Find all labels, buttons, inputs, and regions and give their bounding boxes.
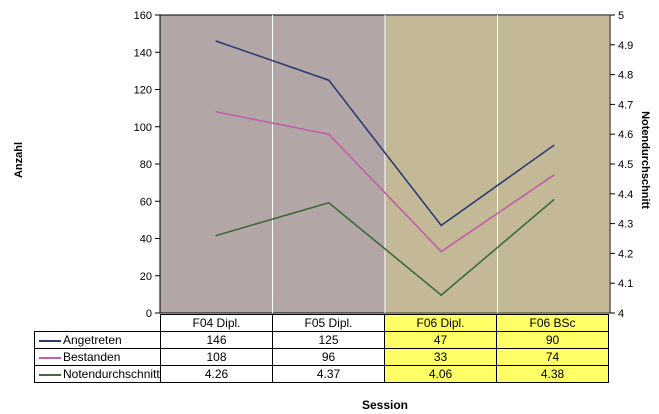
data-point	[327, 79, 330, 81]
data-label: 96	[272, 348, 385, 366]
y-axis-left: 0 20 40 60 80 100 120 140 160	[134, 10, 160, 320]
data-label: 4.06	[384, 365, 497, 383]
table-row: Notendurchschnitt 4.26 4.37 4.06 4.38	[34, 365, 609, 383]
y2-tick-label: 4.1	[618, 278, 633, 290]
legend-entry: Bestanden	[34, 348, 161, 366]
x-axis-title: Session	[361, 398, 409, 412]
legend-key	[39, 339, 61, 342]
data-label: 4.26	[160, 365, 273, 383]
y-tick-label: 80	[140, 159, 152, 171]
data-point	[215, 111, 218, 113]
series-line-bestanden	[216, 111, 555, 253]
table-corner	[35, 315, 161, 332]
data-point	[327, 133, 330, 135]
y2-tick-label: 4.9	[618, 40, 633, 52]
y2-tick-label: 4.6	[618, 129, 633, 141]
y2-tick-label: 4.5	[618, 159, 633, 171]
x-category-label: F06 Dipl.	[384, 314, 497, 332]
data-point	[440, 294, 443, 296]
data-label: 47	[384, 331, 497, 349]
data-point	[327, 201, 330, 204]
highlight-band	[385, 15, 498, 313]
y2-tick-label: 5	[618, 10, 624, 22]
data-label: 74	[496, 348, 609, 366]
y2-axis-title: Notendurchschnitt	[639, 111, 651, 209]
x-category-label: F06 BSc	[496, 314, 609, 332]
data-label: 33	[384, 348, 497, 366]
legend-key	[39, 356, 61, 359]
x-category-label: F05 Dipl.	[272, 314, 385, 332]
data-point	[215, 40, 218, 42]
y-tick-label: 160	[134, 10, 152, 22]
table-row: Angetreten 146 125 47 90	[34, 331, 609, 349]
y2-tick-label: 4.4	[618, 189, 633, 201]
data-point	[440, 250, 443, 253]
table-row: Bestanden 108 96 33 74	[34, 348, 609, 366]
data-label: 90	[496, 331, 609, 349]
data-point	[552, 174, 555, 176]
y2-tick-label: 4.3	[618, 219, 633, 231]
y2-tick-label: 4.2	[618, 248, 633, 260]
data-label: 146	[160, 331, 273, 349]
y-axis-right: 4 4.1 4.2 4.3 4.4 4.5 4.6 4.7 4.8 4.9 5	[610, 10, 633, 320]
legend-label: Bestanden	[63, 350, 121, 364]
x-category-label: F04 Dipl.	[160, 314, 273, 332]
data-table: F04 Dipl. F05 Dipl. F06 Dipl. F06 BSc Angetr…	[34, 314, 609, 383]
y-tick-label: 60	[140, 196, 152, 208]
y-tick-label: 120	[134, 85, 152, 97]
data-point	[215, 234, 218, 237]
y-tick-label: 40	[140, 234, 152, 246]
y-tick-label: 20	[140, 271, 152, 283]
data-label: 125	[272, 331, 385, 349]
series-line-notendurchschnitt	[216, 199, 555, 297]
legend-label: Angetreten	[63, 333, 122, 347]
legend-entry: Notendurchschnitt	[34, 365, 161, 383]
y2-tick-label: 4	[618, 308, 624, 320]
y-axis-title: Anzahl	[13, 142, 25, 178]
table-header-row: F04 Dipl. F05 Dipl. F06 Dipl. F06 BSc	[35, 314, 609, 332]
data-label: 4.38	[496, 365, 609, 383]
data-label: 4.37	[272, 365, 385, 383]
y-tick-label: 100	[134, 122, 152, 134]
data-label: 108	[160, 348, 273, 366]
data-point	[552, 144, 555, 147]
y-tick-label: 140	[134, 47, 152, 59]
y2-tick-label: 4.8	[618, 70, 633, 82]
legend-entry: Angetreten	[34, 331, 161, 349]
legend-key	[39, 373, 61, 376]
series-line-angetreten	[215, 40, 555, 227]
y-tick-label: 0	[146, 308, 152, 320]
highlight-band	[497, 15, 610, 313]
y2-tick-label: 4.7	[618, 99, 633, 111]
legend-label: Notendurchschnitt	[63, 367, 160, 381]
data-point	[552, 198, 555, 201]
data-point	[440, 224, 443, 227]
